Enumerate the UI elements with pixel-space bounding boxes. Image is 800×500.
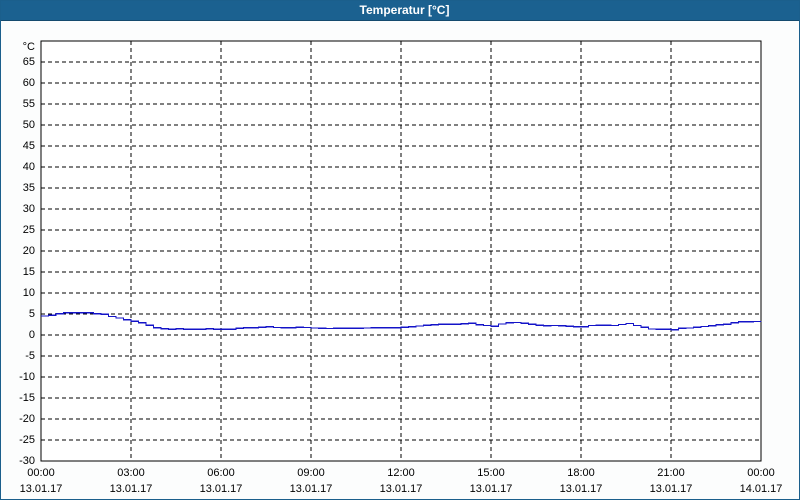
svg-text:-20: -20 xyxy=(19,413,35,425)
svg-text:-30: -30 xyxy=(19,455,35,467)
svg-text:5: 5 xyxy=(29,308,35,320)
svg-text:18:00: 18:00 xyxy=(567,467,595,479)
svg-text:13.01.17: 13.01.17 xyxy=(200,483,243,495)
svg-text:25: 25 xyxy=(23,224,35,236)
svg-text:55: 55 xyxy=(23,98,35,110)
svg-text:06:00: 06:00 xyxy=(207,467,235,479)
svg-text:-15: -15 xyxy=(19,392,35,404)
svg-text:30: 30 xyxy=(23,203,35,215)
svg-text:10: 10 xyxy=(23,287,35,299)
svg-text:13.01.17: 13.01.17 xyxy=(380,483,423,495)
svg-text:13.01.17: 13.01.17 xyxy=(650,483,693,495)
svg-text:13.01.17: 13.01.17 xyxy=(290,483,333,495)
svg-text:14.01.17: 14.01.17 xyxy=(740,483,783,495)
svg-text:21:00: 21:00 xyxy=(657,467,685,479)
svg-text:°C: °C xyxy=(23,41,35,53)
svg-text:50: 50 xyxy=(23,119,35,131)
svg-text:35: 35 xyxy=(23,182,35,194)
svg-text:03:00: 03:00 xyxy=(117,467,145,479)
svg-text:-25: -25 xyxy=(19,434,35,446)
svg-text:12:00: 12:00 xyxy=(387,467,415,479)
svg-text:65: 65 xyxy=(23,56,35,68)
svg-text:09:00: 09:00 xyxy=(297,467,325,479)
svg-text:20: 20 xyxy=(23,245,35,257)
svg-text:13.01.17: 13.01.17 xyxy=(20,483,63,495)
svg-text:45: 45 xyxy=(23,140,35,152)
svg-text:15: 15 xyxy=(23,266,35,278)
svg-text:-10: -10 xyxy=(19,371,35,383)
svg-text:40: 40 xyxy=(23,161,35,173)
svg-text:00:00: 00:00 xyxy=(747,467,775,479)
svg-text:00:00: 00:00 xyxy=(27,467,55,479)
svg-text:60: 60 xyxy=(23,77,35,89)
svg-text:-5: -5 xyxy=(25,350,35,362)
svg-text:13.01.17: 13.01.17 xyxy=(110,483,153,495)
svg-text:13.01.17: 13.01.17 xyxy=(470,483,513,495)
svg-text:13.01.17: 13.01.17 xyxy=(560,483,603,495)
svg-text:15:00: 15:00 xyxy=(477,467,505,479)
svg-text:0: 0 xyxy=(29,329,35,341)
